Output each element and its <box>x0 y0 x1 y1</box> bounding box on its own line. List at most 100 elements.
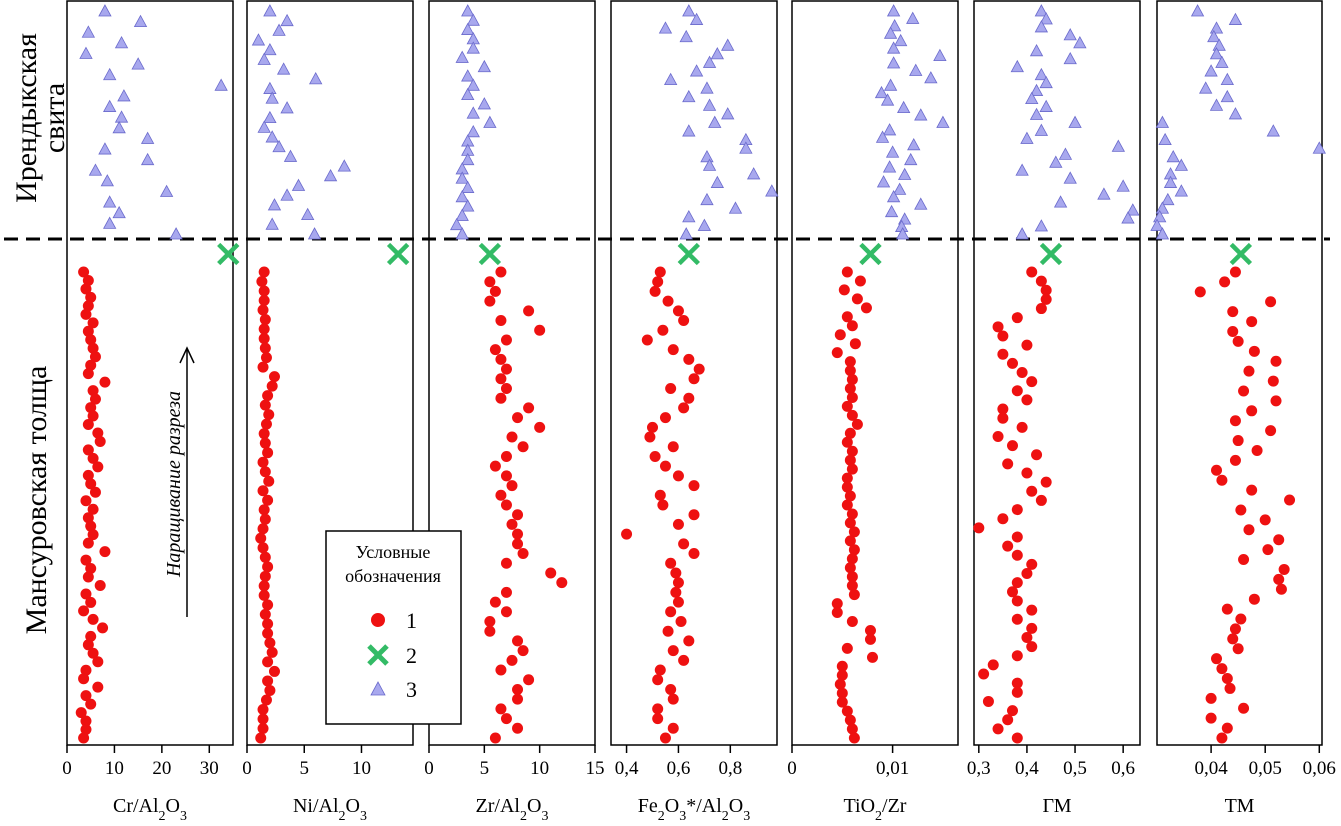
point-blue-triangle <box>682 89 696 103</box>
x-tick-label-1-3: 20 <box>152 758 171 779</box>
panel-frame-7 <box>1156 0 1323 746</box>
point-blue-triangle <box>933 48 947 61</box>
point-red-circle <box>834 678 846 690</box>
point-red-circle <box>262 627 274 639</box>
point-red-circle <box>80 588 92 600</box>
point-red-circle <box>1194 286 1206 298</box>
point-red-circle <box>268 371 280 383</box>
point-red-circle <box>259 437 271 449</box>
point-blue-triangle <box>884 204 899 218</box>
point-red-circle <box>87 452 99 464</box>
point-red-circle <box>838 284 850 296</box>
point-red-circle <box>92 427 104 439</box>
point-blue-triangle <box>936 115 950 128</box>
point-red-circle <box>846 616 858 627</box>
point-blue-triangle <box>710 175 725 188</box>
point-red-circle <box>841 499 853 511</box>
point-blue-triangle <box>883 78 898 91</box>
point-red-circle <box>1227 325 1239 337</box>
point-red-circle <box>489 732 501 744</box>
x-tick-label-3-1: 0 <box>424 758 434 779</box>
point-red-circle <box>262 390 274 402</box>
point-blue-triangle <box>1150 218 1164 231</box>
point-red-circle <box>82 419 94 431</box>
point-blue-triangle <box>1029 83 1044 97</box>
point-red-circle <box>94 435 106 447</box>
point-red-circle <box>256 276 268 288</box>
point-blue-triangle <box>133 14 148 28</box>
point-red-circle <box>846 723 858 735</box>
point-red-circle <box>1216 732 1228 744</box>
point-red-circle <box>1275 583 1287 595</box>
point-red-circle <box>495 315 507 327</box>
point-red-circle <box>1011 677 1023 689</box>
point-red-circle <box>1011 595 1023 607</box>
point-red-circle <box>670 586 682 598</box>
point-blue-triangle <box>702 158 717 171</box>
point-red-circle <box>1238 554 1250 566</box>
point-red-circle <box>1031 449 1043 461</box>
x-tick-label-6-4: 0,6 <box>1111 758 1135 779</box>
point-blue-triangle <box>280 101 294 114</box>
point-blue-triangle <box>1209 21 1224 34</box>
point-red-circle <box>1011 686 1023 698</box>
point-red-circle <box>657 324 669 336</box>
point-red-circle <box>831 607 843 619</box>
point-red-circle <box>1211 653 1223 665</box>
legend: Условные обозначения 1 2 3 <box>325 530 462 725</box>
point-blue-triangle <box>1039 75 1053 89</box>
point-blue-triangle <box>483 115 497 128</box>
point-red-circle <box>80 664 92 676</box>
x-tick-label-6-3: 0,5 <box>1063 758 1087 779</box>
point-red-circle <box>262 561 274 573</box>
point-red-circle <box>841 436 853 448</box>
point-red-circle <box>506 480 518 492</box>
point-red-circle <box>85 291 97 303</box>
point-blue-triangle <box>1058 147 1073 160</box>
point-blue-triangle <box>1063 28 1077 41</box>
point-red-circle <box>1026 485 1038 497</box>
point-blue-triangle <box>909 63 923 76</box>
point-red-circle <box>259 513 271 525</box>
point-red-circle <box>997 403 1009 415</box>
point-blue-triangle <box>455 50 469 63</box>
point-red-circle <box>647 421 658 433</box>
point-red-circle <box>523 402 535 414</box>
point-blue-triangle <box>914 108 928 121</box>
panel-frame-4 <box>610 0 778 746</box>
point-blue-triangle <box>886 4 901 17</box>
point-red-circle <box>662 625 674 637</box>
point-blue-triangle <box>461 69 475 82</box>
point-red-circle <box>652 703 664 715</box>
point-red-circle <box>1011 650 1023 662</box>
point-blue-triangle <box>169 227 183 240</box>
point-red-circle <box>484 295 496 307</box>
point-blue-triangle <box>663 72 678 86</box>
point-blue-triangle <box>117 89 131 102</box>
point-red-circle <box>1011 549 1023 561</box>
point-red-circle <box>259 342 271 354</box>
point-red-circle <box>688 509 700 521</box>
point-red-circle <box>844 356 856 368</box>
point-blue-triangle <box>466 106 480 119</box>
point-blue-triangle <box>1034 219 1049 232</box>
point-green-cross <box>386 242 410 266</box>
point-blue-triangle <box>1111 139 1126 152</box>
point-red-circle <box>659 732 671 744</box>
point-red-circle <box>82 512 94 524</box>
point-red-circle <box>836 687 848 699</box>
point-blue-triangle <box>280 188 294 201</box>
point-blue-triangle <box>301 207 315 221</box>
point-red-circle <box>500 586 512 598</box>
point-red-circle <box>659 412 671 424</box>
point-red-circle <box>97 622 109 634</box>
point-blue-triangle <box>263 42 277 56</box>
point-blue-triangle <box>886 56 901 69</box>
point-red-circle <box>1026 641 1038 653</box>
point-red-circle <box>683 353 695 365</box>
point-blue-triangle <box>904 152 918 166</box>
point-red-circle <box>500 606 512 618</box>
point-red-circle <box>78 673 90 685</box>
point-red-circle <box>87 410 99 422</box>
point-red-circle <box>264 684 276 696</box>
